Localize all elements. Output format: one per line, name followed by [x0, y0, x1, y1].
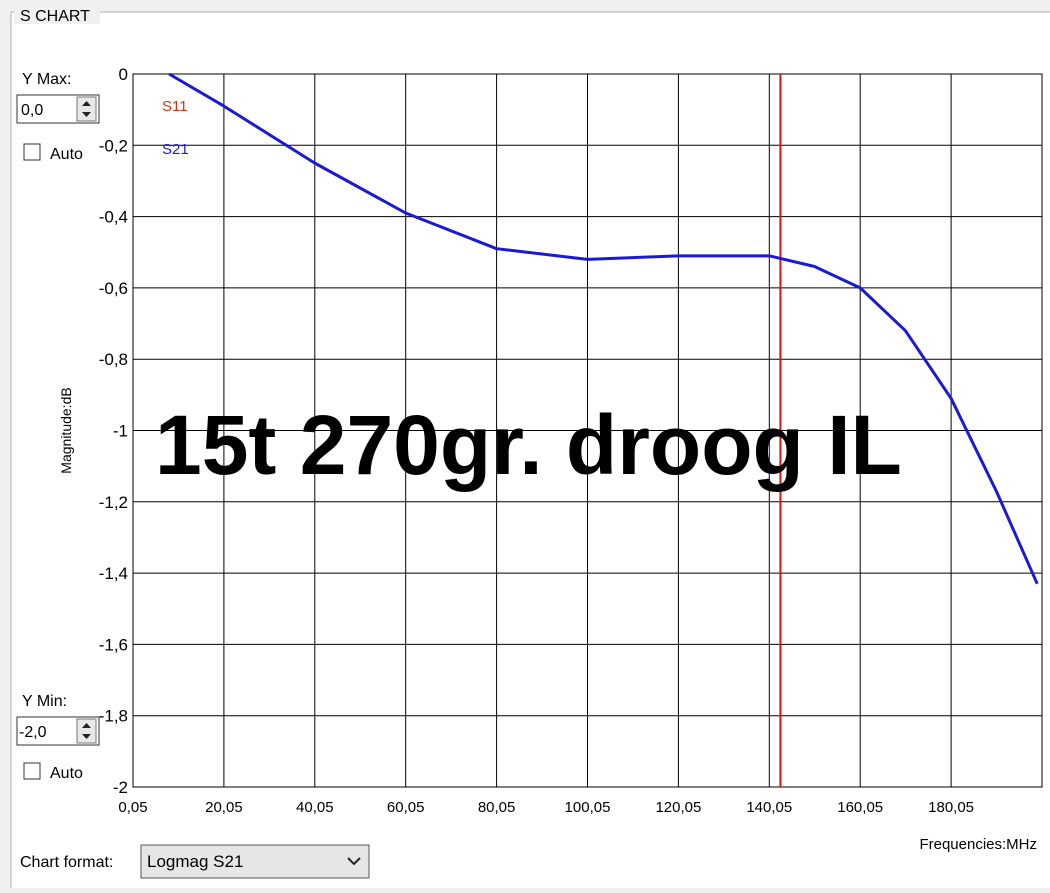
plot-border	[132, 73, 1043, 788]
x-tick-label: 0,05	[118, 799, 147, 816]
ymax-auto-label: Auto	[50, 146, 83, 163]
x-tick-label: 80,05	[478, 799, 516, 816]
ymax-value: 0,0	[21, 102, 43, 119]
y-tick-label: -1,2	[99, 493, 128, 512]
ymax-spin-buttons[interactable]	[76, 96, 97, 122]
plot: 0 -0,2 -0,4 -0,6 -0,8 -1 -1,2 -1,4 -1,6 -1,8 -2 0,0…	[58, 65, 1043, 853]
x-tick-label: 60,05	[387, 799, 425, 816]
y-tick-label: 0	[119, 65, 128, 84]
group-frame	[10, 11, 1050, 893]
spin-arrows	[82, 101, 91, 117]
y-tick-label: -2	[113, 778, 128, 797]
y-tick-label: -1,4	[99, 564, 128, 583]
y-axis-label: Magnitude:dB	[58, 387, 74, 473]
y-tick-label: -1,6	[99, 635, 128, 654]
dropdown-arrow	[347, 857, 361, 866]
x-tick-label: 180,05	[928, 799, 974, 816]
x-axis-label: Frequencies:MHz	[919, 836, 1037, 853]
ymin-label: Y Min:	[22, 693, 67, 710]
x-tick-label: 100,05	[565, 799, 611, 816]
x-tick-label: 160,05	[837, 799, 883, 816]
legend-entry: S11	[162, 98, 188, 115]
group-title: S CHART	[20, 8, 90, 25]
spin-arrows	[82, 723, 91, 739]
y-tick-label: -0,4	[99, 208, 128, 227]
chart-format-select[interactable]	[140, 844, 370, 879]
legend-entry: S21	[162, 141, 189, 158]
ymin-spin-buttons[interactable]	[76, 718, 97, 744]
ymin-auto-label: Auto	[50, 765, 83, 782]
chart-format-label: Chart format:	[20, 854, 113, 871]
ymax-label: Y Max:	[22, 71, 72, 88]
x-tick-label: 20,05	[205, 799, 243, 816]
ymin-auto-checkbox[interactable]	[23, 762, 41, 780]
y-tick-label: -0,2	[99, 136, 128, 155]
x-tick-label: 120,05	[655, 799, 701, 816]
ymin-value: -2,0	[19, 724, 47, 741]
y-tick-label: -1	[113, 422, 128, 441]
y-tick-label: -1,8	[99, 707, 128, 726]
y-tick-label: -0,6	[99, 279, 128, 298]
series-line	[168, 72, 1039, 585]
x-tick-label: 40,05	[296, 799, 334, 816]
x-tick-label: 140,05	[746, 799, 792, 816]
group-title-bg	[14, 4, 100, 24]
chart-format-value: Logmag S21	[147, 852, 243, 871]
ymax-auto-checkbox[interactable]	[23, 143, 41, 161]
y-tick-label: -0,8	[99, 350, 128, 369]
annotation: 15t 270gr. droog IL	[155, 398, 902, 492]
